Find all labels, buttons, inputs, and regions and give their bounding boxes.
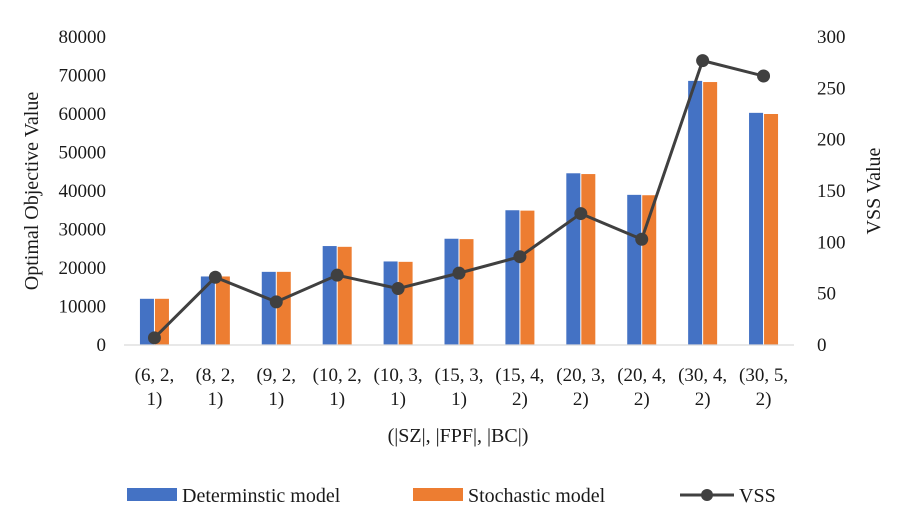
y2-tick-label: 200 [817,130,846,151]
y2-tick-label: 50 [817,284,836,305]
legend-item-vss: VSS [680,485,776,507]
bar-deterministic [322,246,337,345]
vss-point [513,250,527,264]
x-tick-label: (10, 3, 1) [374,365,423,410]
bar-stochastic [337,246,352,345]
y2-tick-label: 0 [817,335,827,356]
vss-point [391,282,405,296]
bar-stochastic [642,195,657,345]
y2-tick-label: 250 [817,78,846,99]
bar-stochastic [520,210,535,345]
x-tick-label: (10, 2, 1) [313,365,362,410]
y2-axis-title: VSS Value [863,147,885,234]
legend-swatch-deterministic [127,488,177,501]
y-tick-label: 20000 [59,258,107,279]
y2-tick-label: 100 [817,232,846,253]
vss-point [574,207,588,221]
bar-deterministic [444,238,459,345]
vss-point [330,268,344,282]
left-axis-ticks: 0 10000 20000 30000 40000 50000 60000 70000 8000… [59,27,107,356]
bar-deterministic [383,261,398,345]
legend: Determinstic model Stochastic model VSS [127,485,776,507]
y-tick-label: 0 [97,335,107,356]
vss-point [208,270,222,284]
y2-tick-label: 300 [817,27,846,48]
x-tick-label: (20, 3, 2) [556,365,605,410]
vss-point [696,54,710,68]
legend-item-stochastic: Stochastic model [413,485,606,507]
vss-point [452,266,466,280]
y2-tick-label: 150 [817,181,846,202]
bar-deterministic [688,80,703,345]
legend-swatch-stochastic [413,488,463,501]
bar-stochastic [276,271,291,345]
x-tick-label: (15, 3, 1) [434,365,483,410]
x-tick-label: (8, 2, 1) [196,365,236,410]
legend-label-vss: VSS [739,485,776,507]
y-axis-title: Optimal Objective Value [21,92,43,291]
vss-line-series [147,54,771,345]
y-tick-label: 40000 [59,181,107,202]
legend-label-deterministic: Determinstic model [182,485,341,507]
bar-deterministic [200,276,215,345]
x-tick-label: (30, 5, 2) [739,365,788,410]
right-axis-ticks: 0 50 100 150 200 250 300 [817,27,846,356]
legend-marker-vss [701,489,713,501]
bar-stochastic [459,239,474,345]
bar-deterministic [261,271,276,345]
vss-line [153,59,764,339]
vss-point [269,295,283,309]
vss-point [147,331,161,345]
bar-stochastic [703,82,718,346]
x-tick-label: (20, 4, 2) [617,365,666,410]
x-tick-label: (15, 4, 2) [495,365,544,410]
bar-stochastic [398,261,413,345]
x-tick-label: (9, 2, 1) [256,365,296,410]
x-tick-label: (6, 2, 1) [135,365,175,410]
legend-label-stochastic: Stochastic model [468,485,606,507]
x-axis-ticks: (6, 2, 1) (8, 2, 1) (9, 2, 1) (10, 2, 1) (10, 3,… [135,365,788,410]
y-tick-label: 60000 [59,104,107,125]
bar-deterministic [627,194,642,345]
bar-stochastic [215,276,230,345]
bar-stochastic [764,114,779,345]
y-tick-label: 50000 [59,143,107,164]
bar-deterministic [749,112,764,345]
x-tick-label: (30, 4, 2) [678,365,727,410]
legend-item-deterministic: Determinstic model [127,485,341,507]
y-tick-label: 10000 [59,297,107,318]
y-tick-label: 70000 [59,66,107,87]
bar-deterministic [505,210,520,345]
x-axis-title: (|SZ|, |FPF|, |BC|) [388,425,529,447]
y-tick-label: 30000 [59,220,107,241]
vss-point [635,232,649,246]
bar-stochastic [581,174,596,345]
y-tick-label: 80000 [59,27,107,48]
bar-deterministic [566,173,581,345]
vss-point [757,69,771,83]
